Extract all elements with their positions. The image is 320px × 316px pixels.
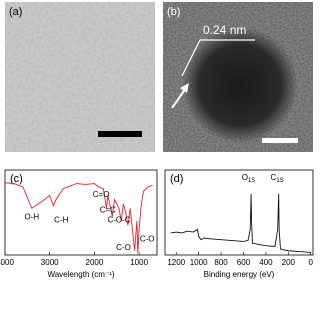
x-tick-label: 1200 [167,258,185,267]
peak-label: C=C [100,206,116,215]
pointer [181,39,201,77]
peak-element: O [242,173,248,182]
peak-label: C-O [140,234,155,243]
spectrum [4,182,153,254]
scale-bar [98,131,142,137]
peak-label: C1S [271,173,284,184]
arrow [171,87,187,109]
x-tick-label: 1000 [190,258,208,267]
peak-label: C-O-C [107,216,130,225]
peak-element: C [271,173,277,182]
lattice-spacing: 0.24 nm [203,23,246,37]
x-tick-label: 200 [282,258,296,267]
x-tick-label: 600 [237,258,251,267]
x-tick-label: 0 [309,258,314,267]
peak-label: C-H [54,216,68,225]
figure: (a) 0.24 nm (b) 4000300020001000Waveleng… [0,2,314,279]
x-tick-label: 4000 [0,258,14,267]
panel-label: (a) [9,6,22,18]
peak-label: C=O [93,190,110,199]
x-tick-label: 3000 [41,258,59,267]
scale-bar [262,138,298,143]
panel-label: (c) [10,173,23,185]
tem-texture [5,2,155,152]
spectrum [170,193,311,253]
peak-label: O-H [24,212,39,221]
x-axis-label: Wavelength (cm⁻¹) [47,270,114,279]
x-tick-label: 1000 [130,258,148,267]
quantum-dot [182,27,298,143]
peak-label: C-O [116,243,131,252]
panel-label: (b) [167,6,180,18]
x-tick-label: 2000 [86,258,104,267]
x-tick-label: 800 [214,258,228,267]
plot-frame [164,169,314,256]
panel-label: (d) [170,173,183,185]
peak-orbital: 1S [276,178,283,184]
panel-a: (a) [5,2,155,152]
arrow-head [180,83,189,93]
x-axis-label: Binding energy (eV) [204,270,275,279]
plot-frame [4,169,158,256]
peak-label: O1S [242,173,256,184]
panel-b: 0.24 nm (b) [163,2,313,152]
peak-orbital: 1S [248,178,255,184]
x-tick-label: 400 [259,258,273,267]
